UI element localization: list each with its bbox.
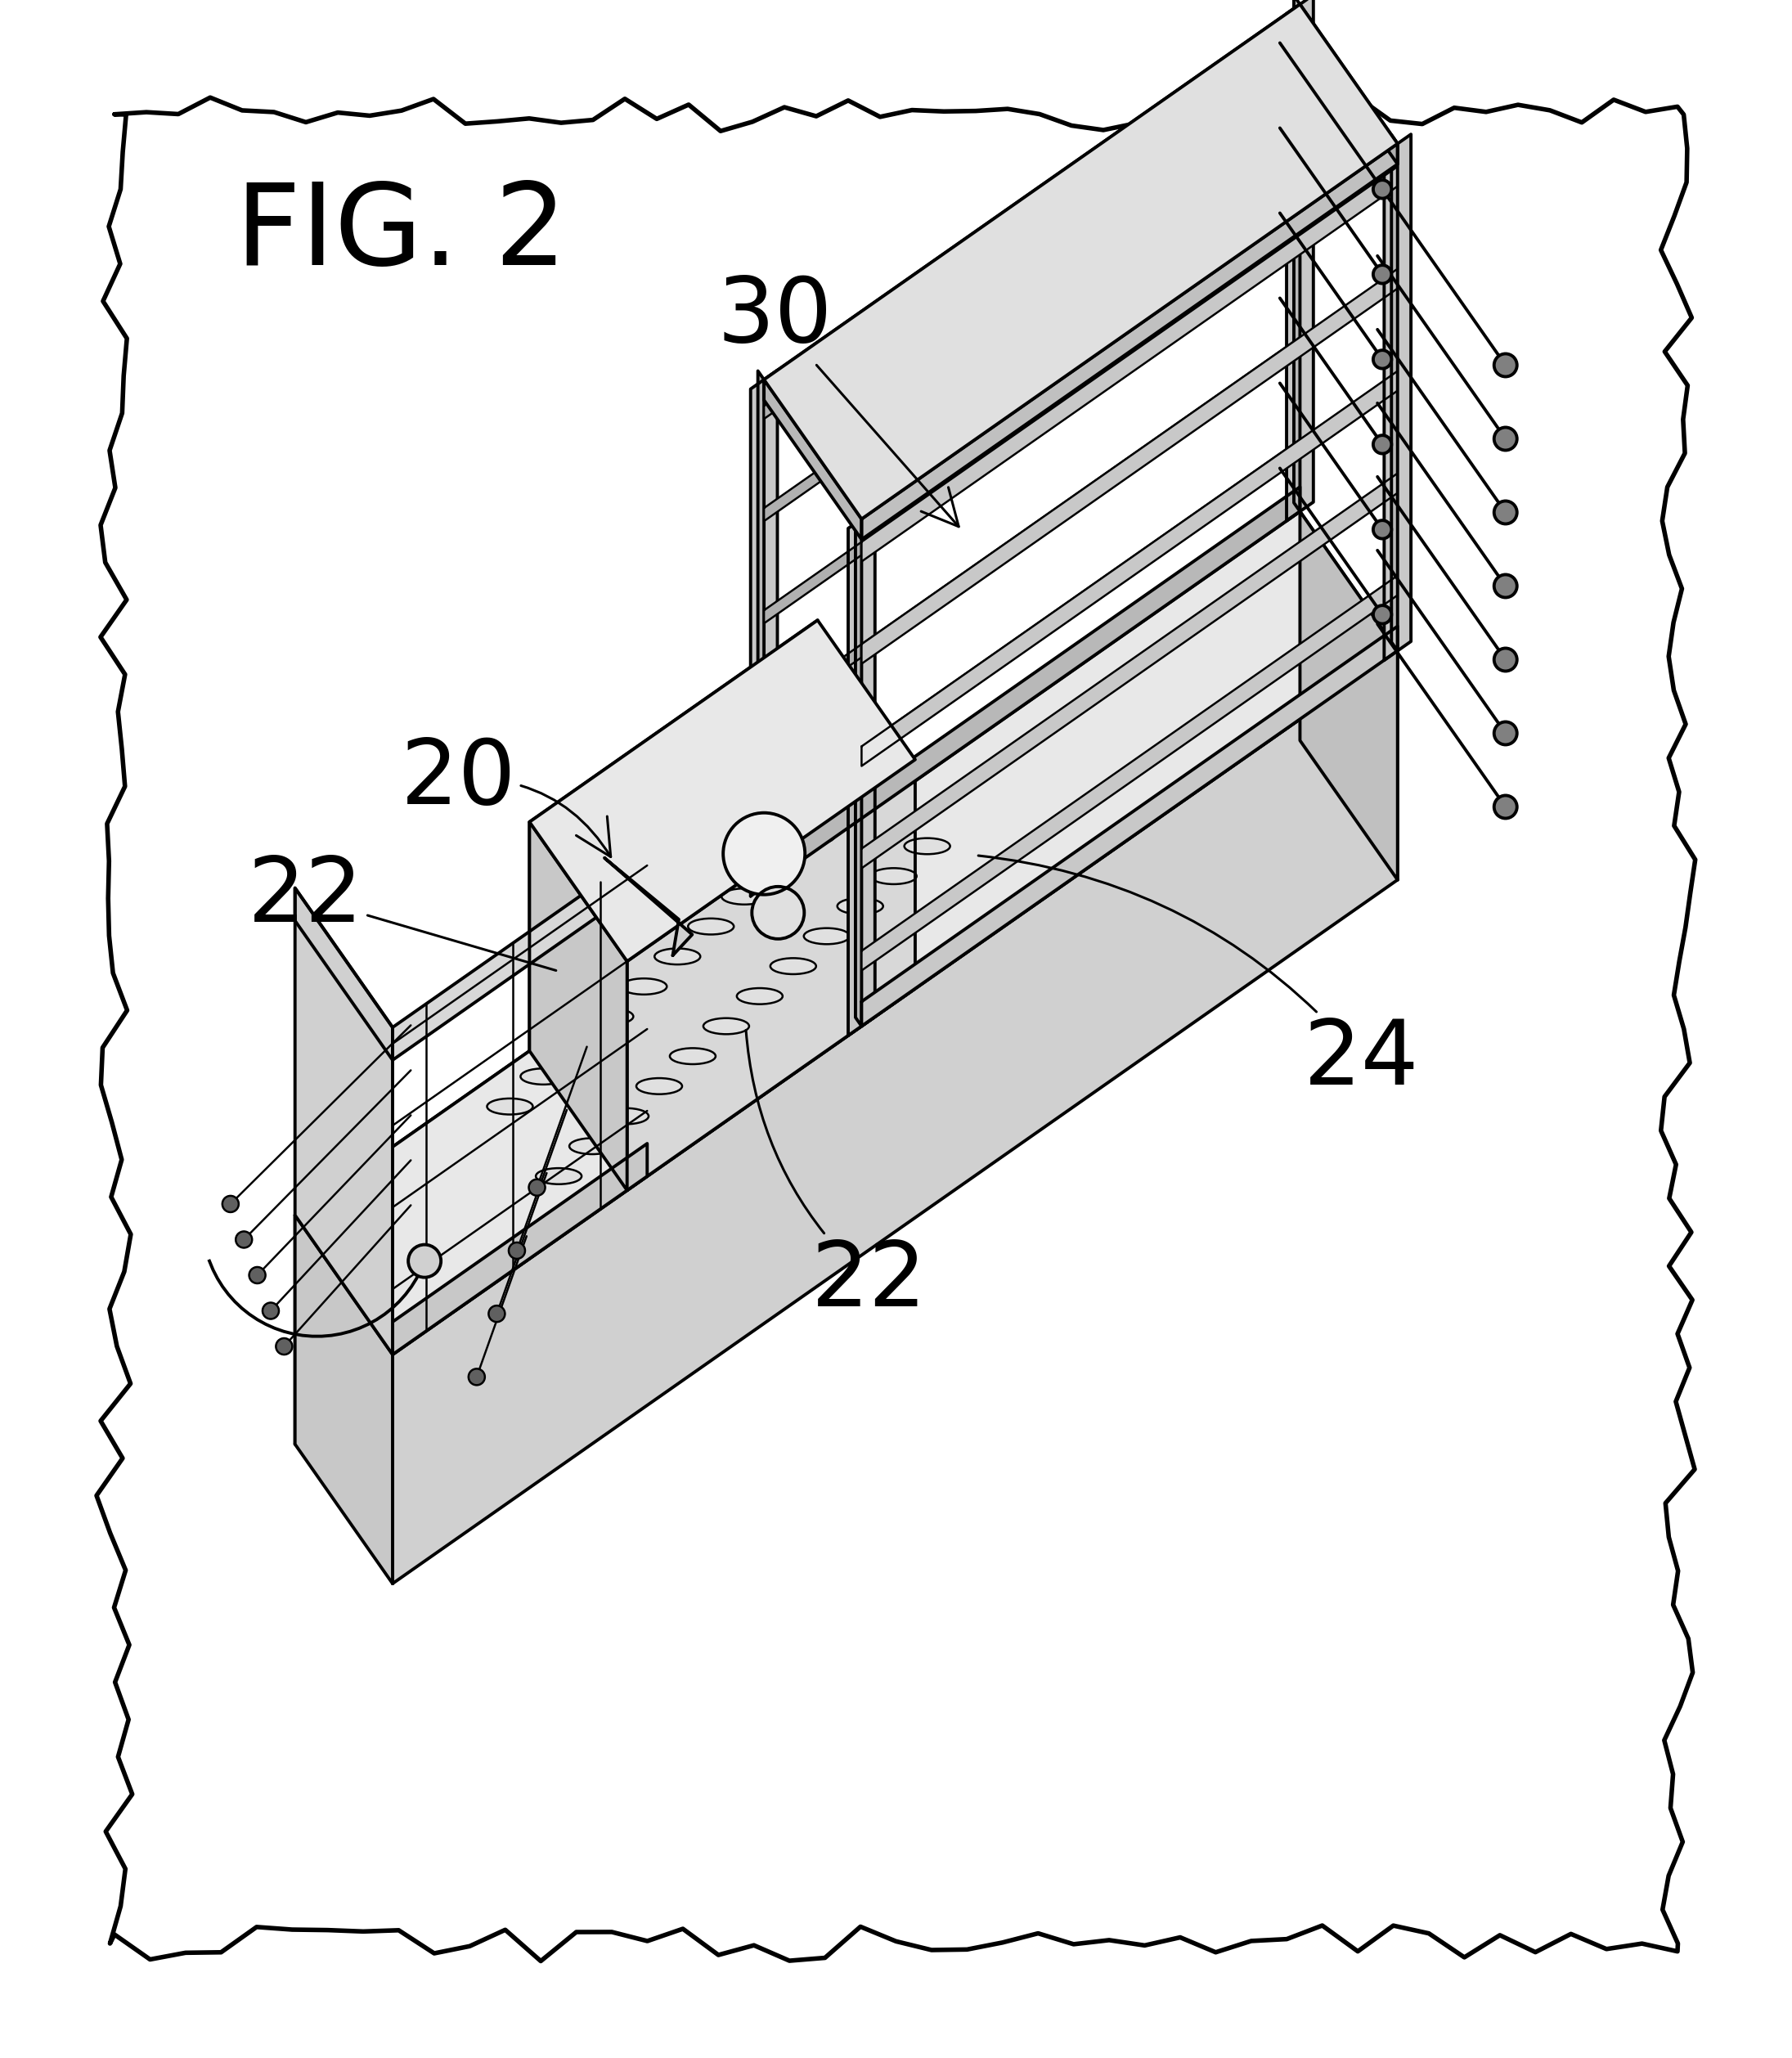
Ellipse shape	[837, 897, 883, 914]
Polygon shape	[862, 144, 1398, 539]
Circle shape	[1373, 605, 1392, 624]
Circle shape	[1373, 181, 1392, 198]
Ellipse shape	[871, 868, 916, 885]
Polygon shape	[392, 850, 647, 1060]
Polygon shape	[529, 619, 916, 961]
Polygon shape	[862, 576, 1398, 971]
Circle shape	[1495, 722, 1518, 745]
Ellipse shape	[602, 1107, 649, 1124]
Text: 22: 22	[745, 1031, 926, 1325]
Ellipse shape	[688, 918, 733, 934]
Polygon shape	[763, 235, 1299, 624]
Polygon shape	[763, 31, 1299, 420]
Polygon shape	[392, 1144, 647, 1354]
Polygon shape	[763, 4, 1299, 399]
Circle shape	[409, 1245, 441, 1278]
Text: 22: 22	[247, 854, 556, 971]
Polygon shape	[758, 370, 763, 887]
Ellipse shape	[754, 858, 801, 875]
Circle shape	[222, 1196, 238, 1212]
Ellipse shape	[636, 1078, 683, 1095]
Polygon shape	[529, 619, 817, 1052]
Circle shape	[249, 1268, 265, 1284]
Polygon shape	[763, 488, 1299, 887]
Polygon shape	[97, 97, 1695, 1961]
Circle shape	[1495, 500, 1518, 525]
Text: FIG. 2: FIG. 2	[235, 179, 566, 290]
Circle shape	[529, 1179, 545, 1196]
Ellipse shape	[654, 949, 701, 965]
Circle shape	[724, 813, 805, 895]
Circle shape	[1495, 428, 1518, 451]
Polygon shape	[848, 510, 874, 1035]
Ellipse shape	[823, 799, 867, 815]
Polygon shape	[862, 370, 1398, 766]
Circle shape	[753, 887, 805, 938]
Polygon shape	[296, 1214, 392, 1583]
Polygon shape	[751, 370, 778, 895]
Polygon shape	[1294, 0, 1299, 512]
Circle shape	[468, 1369, 486, 1385]
Polygon shape	[296, 512, 1299, 1445]
Circle shape	[1373, 265, 1392, 284]
Circle shape	[1373, 521, 1392, 539]
Circle shape	[1495, 574, 1518, 597]
Polygon shape	[862, 626, 1398, 1027]
Ellipse shape	[536, 1169, 582, 1183]
Polygon shape	[763, 132, 1299, 521]
Ellipse shape	[702, 1019, 749, 1035]
Circle shape	[1495, 648, 1518, 671]
Circle shape	[262, 1303, 280, 1319]
Polygon shape	[862, 473, 1398, 868]
Polygon shape	[862, 270, 1398, 665]
Ellipse shape	[722, 889, 767, 903]
Polygon shape	[763, 4, 1398, 519]
Ellipse shape	[905, 838, 950, 854]
Circle shape	[237, 1231, 253, 1247]
Polygon shape	[1299, 4, 1398, 165]
Circle shape	[1495, 796, 1518, 819]
Polygon shape	[763, 440, 1299, 827]
Polygon shape	[627, 759, 916, 1190]
Ellipse shape	[670, 1048, 715, 1064]
Polygon shape	[1299, 512, 1398, 881]
Ellipse shape	[788, 829, 835, 844]
Polygon shape	[763, 338, 1299, 726]
Circle shape	[1373, 350, 1392, 368]
Polygon shape	[1383, 134, 1410, 661]
Polygon shape	[855, 510, 862, 1027]
Polygon shape	[763, 379, 862, 539]
Text: 24: 24	[978, 856, 1419, 1103]
Polygon shape	[296, 512, 1398, 1354]
Polygon shape	[529, 821, 627, 1190]
Polygon shape	[1391, 136, 1398, 650]
Ellipse shape	[520, 1068, 566, 1085]
Ellipse shape	[737, 988, 783, 1004]
Polygon shape	[1287, 0, 1314, 521]
Ellipse shape	[855, 768, 901, 784]
Polygon shape	[296, 887, 392, 1354]
Circle shape	[276, 1338, 292, 1354]
Ellipse shape	[805, 928, 849, 945]
Polygon shape	[392, 650, 1398, 1583]
Circle shape	[1373, 436, 1392, 453]
Text: 30: 30	[717, 274, 959, 527]
Text: 20: 20	[401, 735, 611, 856]
Ellipse shape	[771, 959, 815, 973]
Ellipse shape	[554, 1039, 600, 1054]
Ellipse shape	[588, 1008, 633, 1025]
Polygon shape	[296, 887, 392, 1060]
Polygon shape	[862, 167, 1398, 562]
Ellipse shape	[570, 1138, 615, 1155]
Circle shape	[1495, 354, 1518, 377]
Polygon shape	[604, 858, 692, 955]
Ellipse shape	[487, 1099, 532, 1115]
Ellipse shape	[622, 978, 667, 994]
Circle shape	[489, 1305, 505, 1321]
Circle shape	[509, 1243, 525, 1259]
